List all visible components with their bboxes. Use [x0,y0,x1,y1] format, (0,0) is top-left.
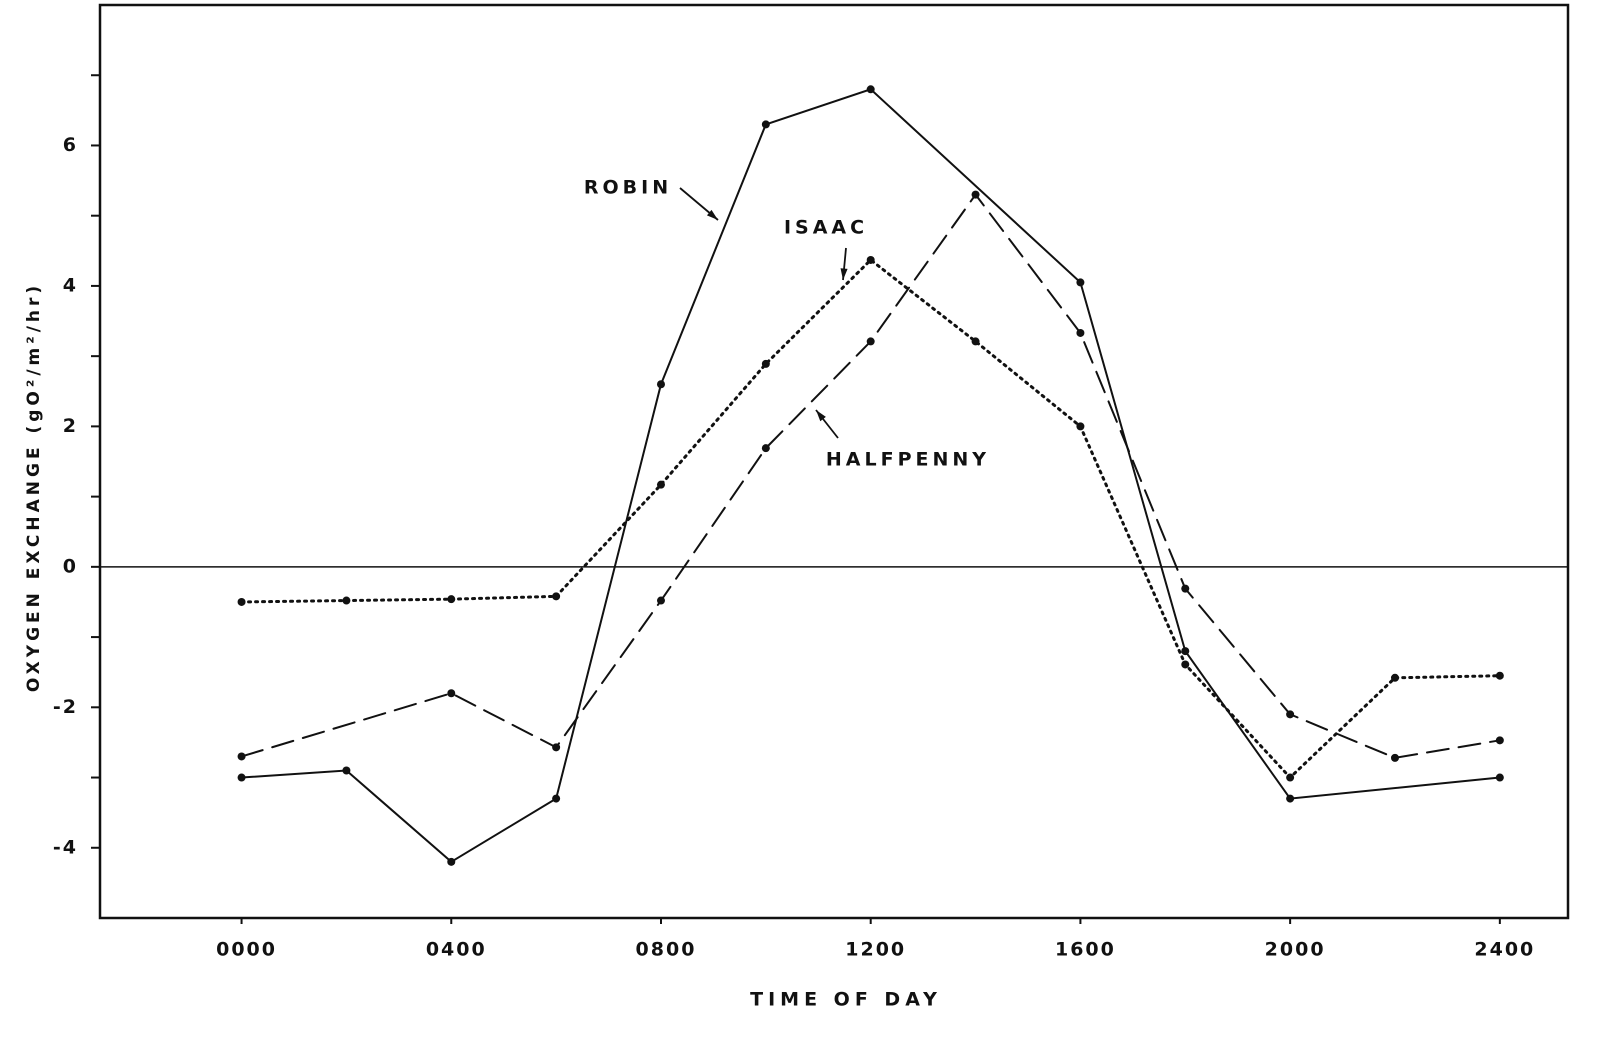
data-point [656,380,665,389]
data-point [1286,794,1295,803]
arrow-head [816,410,826,422]
arrow-head [706,209,718,220]
data-point [866,337,875,346]
y-axis-label: OXYGEN EXCHANGE (gO²/m²/hr) [24,282,44,692]
data-point [971,190,980,199]
data-point [237,773,246,782]
data-point [1495,736,1504,745]
data-point [237,597,246,606]
data-point [656,480,665,489]
y-tick-label: -4 [53,836,78,858]
data-point [1076,422,1085,431]
x-tick-label: 0400 [426,939,487,961]
data-point [1181,584,1190,593]
data-point [761,359,770,368]
y-tick-label: -2 [53,696,78,718]
data-point [866,255,875,264]
plot-frame [98,3,1570,920]
data-point [1286,710,1295,719]
data-point [1181,647,1190,656]
x-tick-label: 2400 [1474,939,1535,961]
x-tick-label: 1600 [1055,939,1116,961]
y-tick-label: 2 [63,415,78,437]
series-line [240,192,1501,759]
x-tick-label: 1200 [845,939,906,961]
data-point [656,596,665,605]
y-tick-label: 0 [63,555,78,577]
data-point [447,857,456,866]
x-tick-label: 0000 [216,939,277,961]
data-point [761,120,770,129]
y-tick-label: 4 [63,274,78,296]
data-point [971,337,980,346]
data-point [1390,753,1399,762]
x-tick-label: 2000 [1265,939,1326,961]
data-point [342,766,351,775]
series-label: ROBIN [584,177,672,199]
data-point [1181,660,1190,669]
data-point [552,743,561,752]
data-point [1390,673,1399,682]
x-axis-label: TIME OF DAY [750,989,942,1011]
arrow-head [840,268,848,280]
series-line [240,88,1501,864]
data-point [552,592,561,601]
data-point [447,595,456,604]
data-point [1495,773,1504,782]
data-point [866,85,875,94]
data-point [552,794,561,803]
series-label: ISAAC [784,217,868,239]
data-point [1076,278,1085,287]
data-point [1286,773,1295,782]
data-point [1076,328,1085,337]
series-label: HALFPENNY [826,449,990,471]
data-point [1495,671,1504,680]
data-point [447,689,456,698]
data-point [237,752,246,761]
y-tick-label: 6 [63,134,78,156]
data-point [342,596,351,605]
data-point [761,444,770,453]
x-tick-label: 0800 [636,939,697,961]
